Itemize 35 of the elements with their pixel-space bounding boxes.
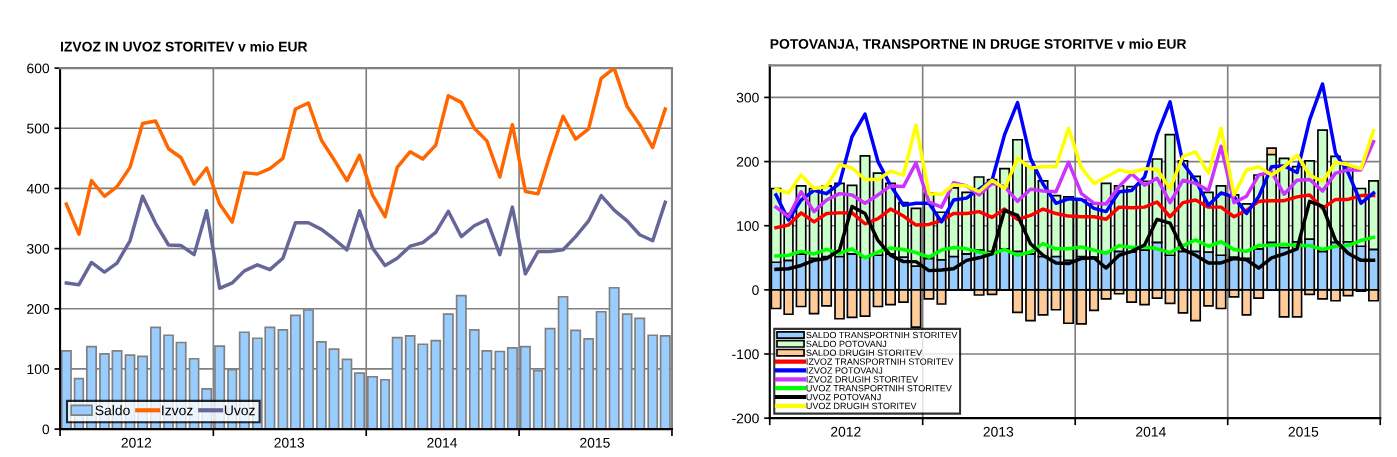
legend-label: IZVOZ DRUGIH STORITEV — [806, 376, 919, 383]
x-tick-label: 2014 — [1136, 426, 1166, 437]
legend-label: SALDO POTOVANJ — [806, 340, 887, 348]
y-tick-label: 200 — [736, 156, 759, 167]
x-tick-label: 2014 — [427, 437, 458, 448]
chart-title: IZVOZ IN UVOZ STORITEV v mio EUR — [61, 41, 308, 52]
x-tick-label: 2012 — [121, 437, 152, 448]
legend-label: Saldo — [95, 405, 130, 416]
x-tick-label: 2015 — [580, 437, 610, 448]
y-tick-label: 300 — [736, 92, 759, 103]
y-tick-label: -200 — [732, 413, 759, 424]
legend-label: SALDO TRANSPORTNIH STORITEV — [806, 331, 958, 339]
legend-label: UVOZ DRUGIH STORITEV — [806, 402, 917, 410]
y-tick-label: 500 — [27, 123, 50, 134]
x-tick-label: 2013 — [983, 426, 1014, 437]
y-tick-label: 0 — [42, 424, 50, 435]
legend-label: UVOZ POTOVANJ — [806, 393, 881, 401]
legend-label: Izvoz — [162, 405, 193, 416]
legend-label: UVOZ TRANSPORTNIH STORITEV — [806, 385, 952, 392]
x-tick-label: 2015 — [1288, 426, 1319, 437]
y-tick-label: 600 — [27, 63, 50, 74]
y-tick-label: 200 — [27, 304, 50, 314]
y-tick-label: 300 — [27, 243, 50, 254]
legend-label: Uvoz — [224, 405, 255, 416]
x-tick-label: 2012 — [831, 426, 861, 437]
chart-title: POTOVANJA, TRANSPORTNE IN DRUGE STORITVE v mio EUR — [770, 38, 1187, 51]
y-tick-label: 100 — [737, 221, 759, 231]
y-tick-label: 100 — [27, 364, 50, 375]
legend-label: IZVOZ POTOVANJ — [806, 367, 883, 374]
x-tick-label: 2013 — [274, 437, 304, 448]
y-tick-label: 0 — [752, 285, 759, 296]
legend-label: IZVOZ TRANSPORTNIH STORITEV — [806, 358, 954, 365]
y-tick-label: 400 — [26, 183, 50, 194]
y-tick-label: -100 — [732, 349, 759, 360]
legend-label: SALDO DRUGIH STORITEV — [806, 349, 923, 356]
